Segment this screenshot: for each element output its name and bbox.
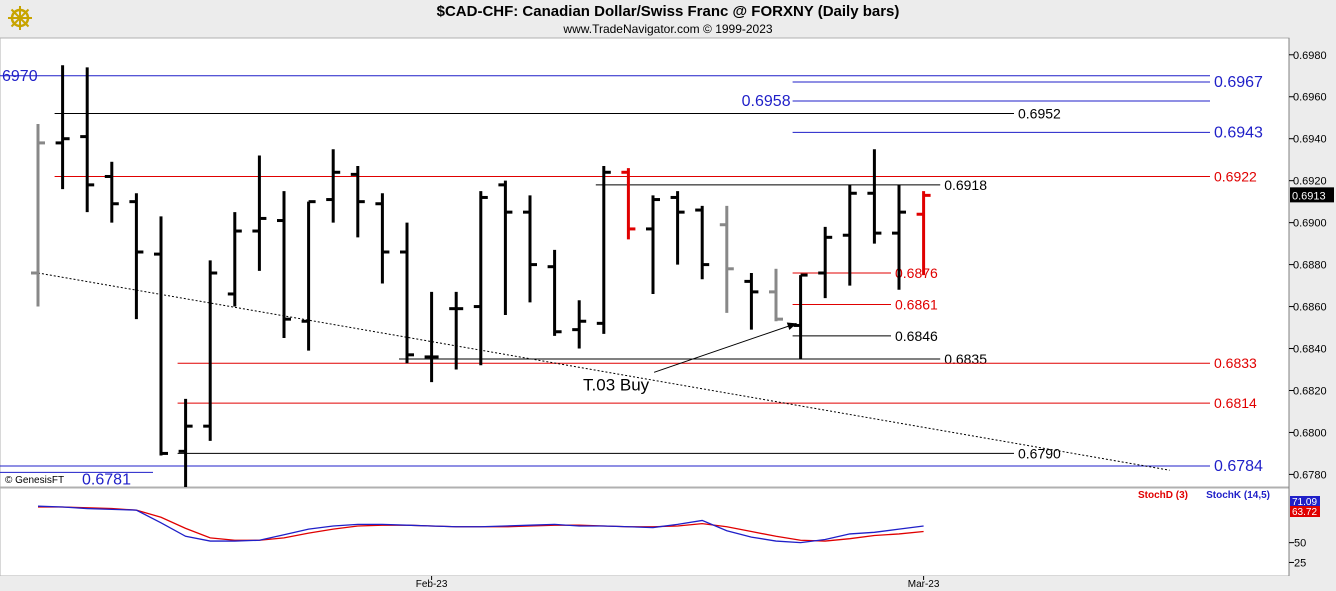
annotation-label: T.03 Buy: [583, 375, 650, 394]
level-label: 0.6922: [1214, 168, 1257, 184]
last-price-label: 0.6913: [1292, 190, 1326, 202]
ohlc-bar: [473, 191, 488, 366]
ohlc-bar: [375, 193, 390, 284]
last-price-box: [1290, 187, 1334, 203]
ohlc-bar: [350, 165, 365, 238]
ohlc-bar: [154, 216, 168, 456]
ohlc-bar: [31, 124, 45, 307]
trendline: [37, 272, 1170, 471]
level-label: 0.6833: [1214, 355, 1257, 371]
date-label: Mar-23: [908, 579, 940, 590]
ohlc-bar: [178, 398, 193, 487]
ohlc-bar: [227, 212, 242, 307]
ohlc-bar: [695, 205, 710, 280]
level-label: 0.6814: [1214, 395, 1257, 411]
level-label: 0.6952: [1018, 106, 1061, 122]
chart-title: $CAD-CHF: Canadian Dollar/Swiss Franc @ …: [436, 3, 900, 20]
ohlc-bar: [596, 165, 611, 334]
price-tick-label: 0.6900: [1293, 218, 1327, 230]
level-label: 0.6943: [1214, 124, 1263, 141]
level-label: 6970: [2, 68, 38, 85]
level-label: 0.6876: [895, 265, 938, 281]
indicator-tick-label: 25: [1294, 557, 1306, 569]
level-label: 0.6784: [1214, 458, 1263, 475]
level-label: 0.6958: [742, 93, 791, 110]
annotation-arrow-line: [653, 322, 797, 373]
indicator-last-value-box: [1290, 496, 1320, 507]
ohlc-bar: [252, 155, 267, 271]
ohlc-bar: [203, 260, 218, 441]
price-tick-label: 0.6800: [1293, 427, 1327, 439]
price-tick-label: 0.6780: [1293, 469, 1327, 481]
watermark: © GenesisFT: [5, 475, 64, 486]
indicator-last-value-box: [1290, 506, 1320, 517]
ohlc-bar: [916, 191, 931, 276]
ohlc-bar: [842, 184, 857, 286]
indicator-panel: [0, 487, 1290, 577]
ship-wheel-logo-icon: [8, 6, 32, 30]
level-label: 0.6790: [1018, 445, 1061, 461]
ohlc-bar: [129, 193, 144, 320]
indicator-tick-label: 50: [1294, 538, 1306, 550]
ohlc-bar: [769, 268, 783, 322]
ohlc-bar: [277, 191, 291, 339]
ohlc-bar: [818, 226, 833, 299]
ohlc-bar: [646, 195, 660, 294]
price-tick-label: 0.6860: [1293, 302, 1327, 314]
ohlc-bar: [572, 300, 587, 349]
price-panel: [0, 37, 1290, 488]
chart-header: $CAD-CHF: Canadian Dollar/Swiss Franc @ …: [0, 0, 1336, 38]
ohlc-bar: [621, 168, 636, 240]
date-label: Feb-23: [416, 579, 448, 590]
ohlc-bar: [670, 191, 685, 265]
ohlc-bar: [301, 200, 316, 351]
ohlc-bar: [80, 67, 95, 213]
ohlc-bar: [793, 273, 808, 360]
level-label: 0.6835: [944, 351, 987, 367]
date-axis-background: [0, 576, 1289, 591]
ohlc-bar: [449, 291, 464, 370]
level-label: 0.6861: [895, 296, 938, 312]
level-label: 0.6967: [1214, 74, 1263, 91]
price-tick-label: 0.6820: [1293, 385, 1327, 397]
ohlc-bar: [523, 195, 537, 303]
level-label: 0.6918: [944, 177, 987, 193]
ohlc-bar: [892, 184, 906, 290]
price-tick-label: 0.6920: [1293, 176, 1327, 188]
ohlc-bar: [424, 291, 439, 383]
ohlc-bar: [719, 205, 734, 313]
indicator-last-value: 71.09: [1292, 497, 1317, 508]
ohlc-bar: [744, 272, 759, 330]
price-tick-label: 0.6940: [1293, 134, 1327, 146]
ohlc-bar: [547, 249, 562, 336]
ohlc-bar: [326, 149, 341, 223]
ohlc-bar: [498, 180, 513, 315]
level-label: 0.6781: [82, 471, 131, 488]
price-tick-label: 0.6980: [1293, 50, 1327, 62]
indicator-legend-d: StochD (3): [1138, 490, 1188, 501]
price-tick-label: 0.6880: [1293, 260, 1327, 272]
indicator-legend-k: StochK (14,5): [1206, 490, 1270, 501]
ohlc-bar: [55, 65, 70, 190]
chart-subtitle: www.TradeNavigator.com © 1999-2023: [563, 22, 773, 36]
indicator-last-value: 63.72: [1292, 507, 1317, 518]
ohlc-bar: [867, 149, 882, 244]
level-label: 0.6846: [895, 328, 938, 344]
price-tick-label: 0.6840: [1293, 344, 1327, 356]
ohlc-bar: [400, 222, 414, 364]
ohlc-bar: [104, 161, 119, 223]
annotation-arrow-head: [786, 322, 797, 331]
price-tick-label: 0.6960: [1293, 92, 1327, 104]
stoch-k-line: [37, 505, 924, 544]
